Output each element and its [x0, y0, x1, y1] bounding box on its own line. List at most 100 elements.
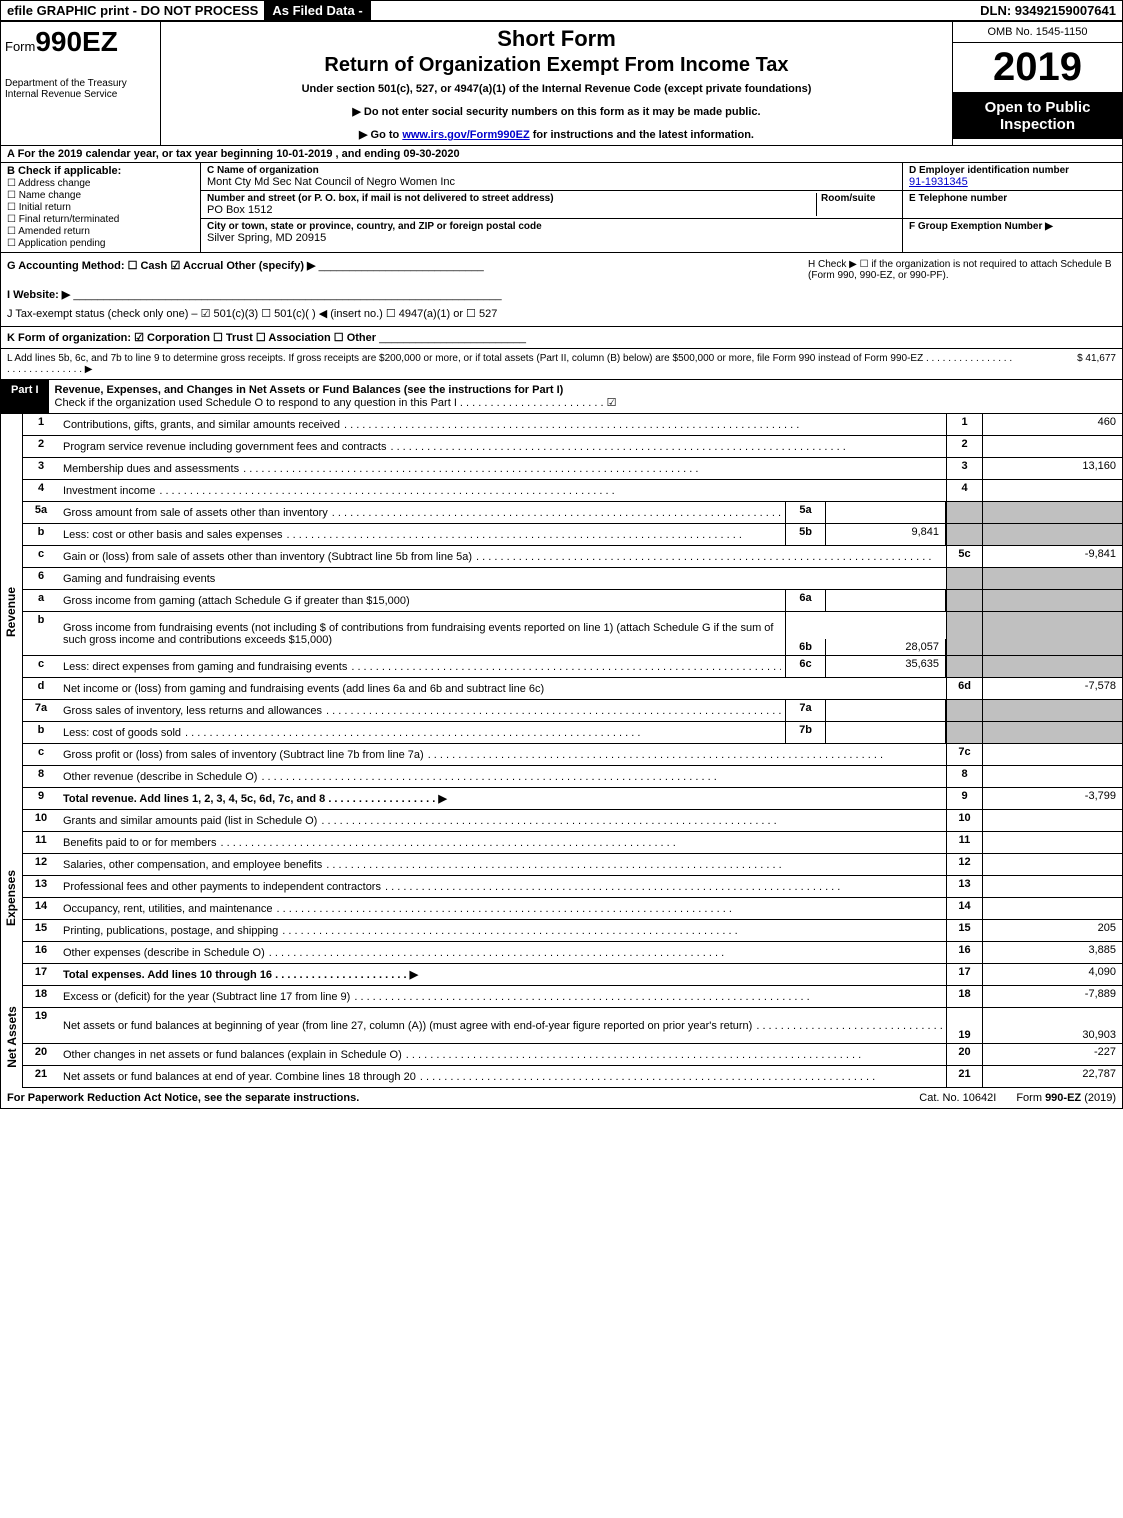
chk-amended-return[interactable]: ☐ Amended return — [7, 226, 194, 237]
chk-final-return[interactable]: ☐ Final return/terminated — [7, 214, 194, 225]
inner-box-val — [826, 502, 946, 523]
line-num: 6 — [23, 568, 59, 589]
line-num: 2 — [23, 436, 59, 457]
line-6d: d Net income or (loss) from gaming and f… — [23, 678, 1122, 700]
line-right-val — [982, 810, 1122, 831]
line-right-val: 3,885 — [982, 942, 1122, 963]
line-desc: Professional fees and other payments to … — [59, 876, 946, 897]
org-name-label: C Name of organization — [207, 165, 896, 176]
line-17: 17 Total expenses. Add lines 10 through … — [23, 964, 1122, 986]
website-label: I Website: ▶ — [7, 289, 70, 301]
ein-value[interactable]: 91-1931345 — [909, 176, 968, 188]
line-right-val: -227 — [982, 1044, 1122, 1065]
col-b-header: B Check if applicable: — [7, 165, 194, 177]
line-11: 11 Benefits paid to or for members 11 — [23, 832, 1122, 854]
chk-name-change[interactable]: ☐ Name change — [7, 190, 194, 201]
goto-prefix: ▶ Go to — [359, 129, 402, 141]
inner-box: 5b 9,841 — [785, 524, 946, 545]
line-desc: Other changes in net assets or fund bala… — [59, 1044, 946, 1065]
line-num: b — [23, 722, 59, 743]
line-right-val — [982, 744, 1122, 765]
line-9: 9 Total revenue. Add lines 1, 2, 3, 4, 5… — [23, 788, 1122, 810]
inner-box-val — [826, 722, 946, 743]
line-right-val: -7,578 — [982, 678, 1122, 699]
line-desc: Grants and similar amounts paid (list in… — [59, 810, 946, 831]
line-right-num: 14 — [946, 898, 982, 919]
line-right-val: 460 — [982, 414, 1122, 435]
line-right-val: 22,787 — [982, 1066, 1122, 1087]
line-num: b — [23, 524, 59, 545]
line-6: 6 Gaming and fundraising events — [23, 568, 1122, 590]
line-right-num — [946, 612, 982, 655]
chk-application-pending[interactable]: ☐ Application pending — [7, 238, 194, 249]
line-num: 13 — [23, 876, 59, 897]
line-4: 4 Investment income 4 — [23, 480, 1122, 502]
dln-label: DLN: 93492159007641 — [974, 1, 1122, 20]
line-right-num: 13 — [946, 876, 982, 897]
line-right-val — [982, 568, 1122, 589]
line-6c: c Less: direct expenses from gaming and … — [23, 656, 1122, 678]
line-right-num: 3 — [946, 458, 982, 479]
part1-header: Part I Revenue, Expenses, and Changes in… — [1, 380, 1122, 414]
line-18: 18 Excess or (deficit) for the year (Sub… — [23, 986, 1122, 1008]
as-filed-label: As Filed Data - — [266, 1, 370, 20]
line-16: 16 Other expenses (describe in Schedule … — [23, 942, 1122, 964]
line-num: c — [23, 546, 59, 567]
col-h: H Check ▶ ☐ if the organization is not r… — [802, 253, 1122, 326]
inner-box-num: 6a — [786, 590, 826, 611]
line-desc: Printing, publications, postage, and shi… — [59, 920, 946, 941]
ein-block: D Employer identification number 91-1931… — [903, 163, 1122, 191]
line-right-num — [946, 656, 982, 677]
net-assets-side-label: Net Assets — [1, 986, 23, 1088]
line-desc: Excess or (deficit) for the year (Subtra… — [59, 986, 946, 1007]
org-addr-label: Number and street (or P. O. box, if mail… — [207, 193, 816, 204]
line-right-val: -3,799 — [982, 788, 1122, 809]
chk-initial-return[interactable]: ☐ Initial return — [7, 202, 194, 213]
expenses-side-label: Expenses — [1, 810, 23, 986]
inner-box-num: 7b — [786, 722, 826, 743]
line-3: 3 Membership dues and assessments 3 13,1… — [23, 458, 1122, 480]
line-right-val: 13,160 — [982, 458, 1122, 479]
form-name: Form990EZ — [5, 26, 156, 58]
footer-left: For Paperwork Reduction Act Notice, see … — [7, 1092, 899, 1104]
line-right-val: 30,903 — [982, 1008, 1122, 1043]
line-right-val — [982, 898, 1122, 919]
line-right-num — [946, 722, 982, 743]
expenses-section: Expenses 10 Grants and similar amounts p… — [1, 810, 1122, 986]
line-right-num: 6d — [946, 678, 982, 699]
line-right-val: -7,889 — [982, 986, 1122, 1007]
line-desc: Gaming and fundraising events — [59, 568, 946, 589]
org-addr-block: Number and street (or P. O. box, if mail… — [201, 191, 902, 219]
line-num: 19 — [23, 1008, 59, 1043]
revenue-side-label: Revenue — [1, 414, 23, 810]
line-6b: b Gross income from fundraising events (… — [23, 612, 1122, 656]
line-num: 7a — [23, 700, 59, 721]
line-right-val: 205 — [982, 920, 1122, 941]
line-num: 1 — [23, 414, 59, 435]
line-num: b — [23, 612, 59, 655]
line-5c: c Gain or (loss) from sale of assets oth… — [23, 546, 1122, 568]
chk-address-change[interactable]: ☐ Address change — [7, 178, 194, 189]
main-title: Return of Organization Exempt From Incom… — [171, 54, 942, 77]
inner-box-val: 35,635 — [826, 656, 946, 677]
line-right-num: 15 — [946, 920, 982, 941]
line-2: 2 Program service revenue including gove… — [23, 436, 1122, 458]
line-num: 11 — [23, 832, 59, 853]
line-right-val — [982, 436, 1122, 457]
line-7a: 7a Gross sales of inventory, less return… — [23, 700, 1122, 722]
line-right-num: 12 — [946, 854, 982, 875]
line-desc: Less: cost or other basis and sales expe… — [59, 524, 785, 545]
ein-label: D Employer identification number — [909, 165, 1116, 176]
group-exempt-block: F Group Exemption Number ▶ — [903, 219, 1122, 234]
goto-link[interactable]: www.irs.gov/Form990EZ — [402, 129, 529, 141]
line-num: 8 — [23, 766, 59, 787]
org-city: Silver Spring, MD 20915 — [207, 232, 896, 244]
line-num: 20 — [23, 1044, 59, 1065]
line-right-val: 4,090 — [982, 964, 1122, 985]
inner-box-val: 28,057 — [826, 639, 946, 655]
inner-box-num: 6b — [786, 639, 826, 655]
inner-box-val — [826, 700, 946, 721]
line-12: 12 Salaries, other compensation, and emp… — [23, 854, 1122, 876]
efile-label: efile GRAPHIC print - DO NOT PROCESS — [1, 1, 266, 20]
line-desc: Gross income from gaming (attach Schedul… — [59, 590, 785, 611]
